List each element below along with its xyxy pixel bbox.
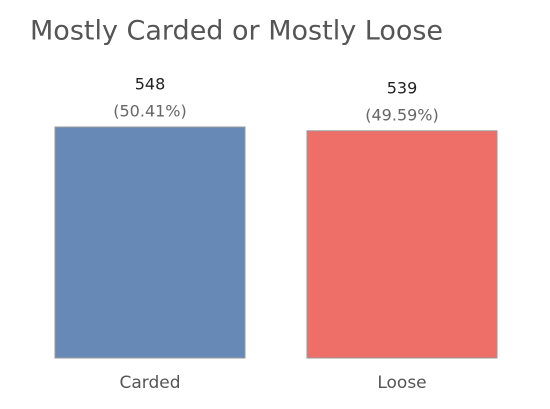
x-tick-label: Carded [119, 373, 180, 393]
x-tick-label: Loose [377, 373, 426, 393]
share-label: (49.59%) [365, 105, 439, 124]
chart-title: Mostly Carded or Mostly Loose [30, 16, 443, 47]
bar [54, 126, 246, 359]
bar [306, 130, 498, 359]
share-label: (50.41%) [113, 102, 187, 121]
value-label: 539 [387, 78, 418, 97]
value-label: 548 [135, 75, 166, 94]
